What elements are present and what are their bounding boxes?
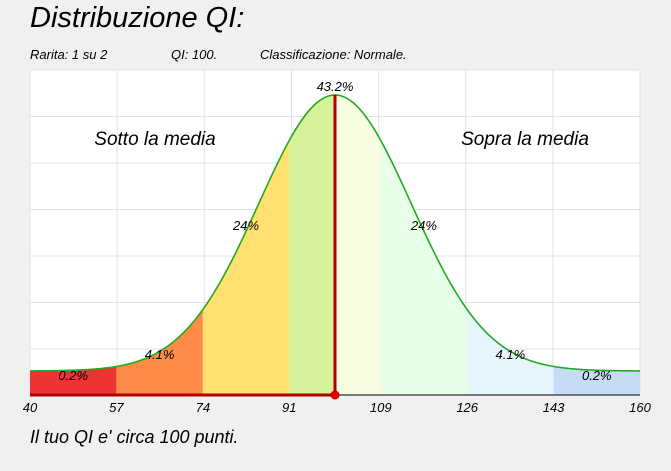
classification-label: Classificazione: Normale. [260,47,407,62]
x-tick-label: 160 [629,400,651,415]
percent-labels: 0.2% 4.1% 24% 43.2% 24% 4.1% 0.2% [58,79,611,383]
x-tick-label: 91 [282,400,296,415]
region-above-label: Sopra la media [461,129,589,150]
marker-dot [330,390,340,400]
x-tick-label: 74 [196,400,210,415]
percent-label: 4.1% [496,347,526,362]
result-text: Il tuo QI e' circa 100 punti. [30,427,239,447]
percent-label: 43.2% [317,79,354,94]
band-area [289,95,335,395]
percent-label: 0.2% [582,368,612,383]
region-below-label: Sotto la media [94,129,215,150]
x-tick-label: 109 [370,400,392,415]
percent-label: 24% [232,218,259,233]
percent-label: 4.1% [145,347,175,362]
x-tick-label: 143 [543,400,565,415]
iq-marker [30,95,340,400]
x-tick-label: 57 [109,400,124,415]
chart-title: Distribuzione QI: [30,2,245,34]
band-area [335,95,381,395]
x-tick-labels: 40 57 74 91 109 126 143 160 [23,400,652,415]
rarity-label: Rarita: 1 su 2 [30,47,108,62]
percent-label: 24% [410,218,437,233]
x-tick-label: 40 [23,400,38,415]
iq-label: QI: 100. [171,47,218,62]
percent-label: 0.2% [58,368,88,383]
x-tick-label: 126 [456,400,478,415]
